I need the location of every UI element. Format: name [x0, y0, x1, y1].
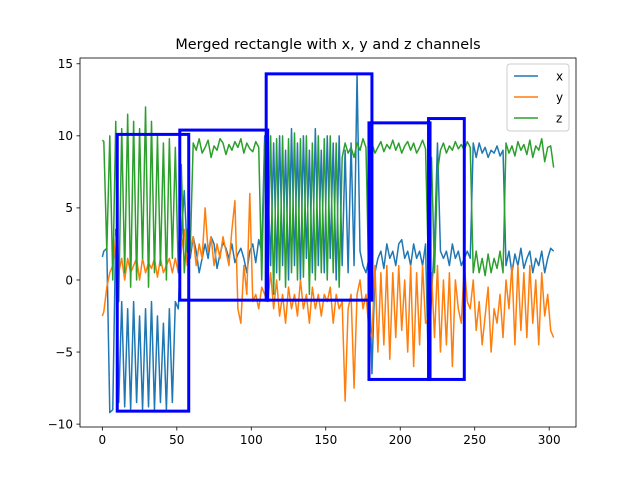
legend-label-y: y: [556, 90, 563, 104]
legend: xyz: [506, 63, 570, 132]
y-axis: −10 −5 0 5 10 15: [48, 57, 80, 431]
highlight-rectangle-5: [427, 117, 466, 381]
y-tick-label: 5: [65, 201, 73, 215]
y-tick-label: 0: [65, 273, 73, 287]
chart-title: Merged rectangle with x, y and z channel…: [175, 37, 480, 53]
highlight-rectangle-1: [115, 132, 191, 413]
x-tick-label: 50: [169, 433, 184, 447]
y-tick-label: −5: [55, 345, 73, 359]
legend-label-x: x: [556, 69, 563, 83]
y-tick-label: −10: [48, 417, 73, 431]
x-tick-label: 250: [463, 433, 486, 447]
x-tick-label: 100: [240, 433, 263, 447]
highlight-rectangles: [115, 72, 466, 413]
x-axis: 0 50 100 150 200 250 300: [99, 427, 561, 447]
x-tick-label: 150: [314, 433, 337, 447]
series-line-x: [101, 73, 555, 414]
x-tick-label: 0: [99, 433, 107, 447]
legend-label-z: z: [556, 111, 562, 125]
y-tick-label: 10: [58, 129, 73, 143]
highlight-rectangle-3: [264, 72, 374, 302]
y-tick-label: 15: [58, 57, 73, 71]
x-tick-label: 300: [538, 433, 561, 447]
x-tick-label: 200: [389, 433, 412, 447]
plot-frame: [79, 57, 577, 428]
series-line-z: [101, 106, 555, 303]
